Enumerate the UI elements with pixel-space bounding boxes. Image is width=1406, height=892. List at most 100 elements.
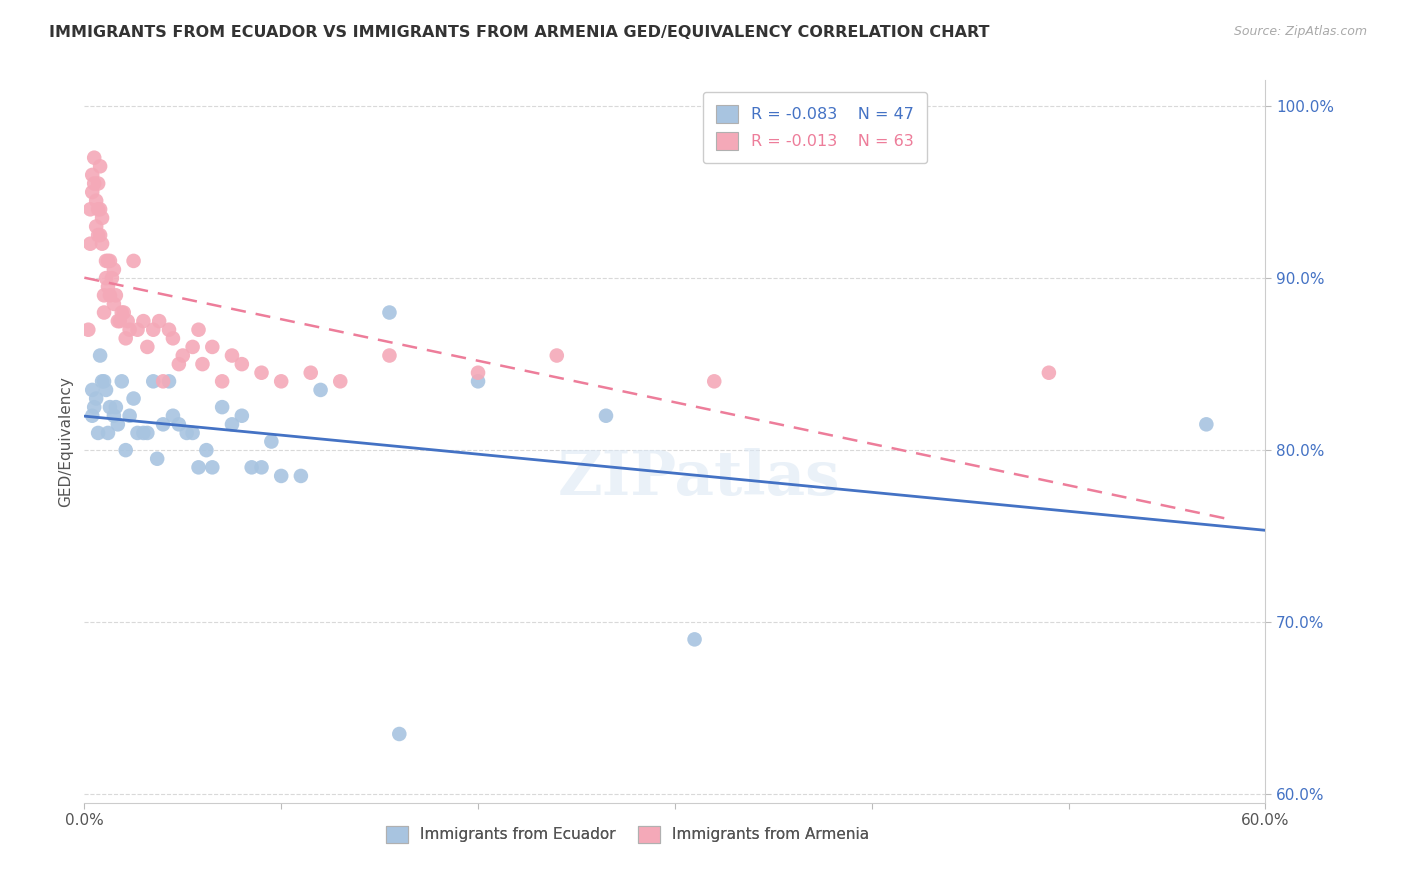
Point: [201, 460, 224, 475]
Point: [329, 375, 352, 389]
Point: [1195, 417, 1218, 432]
Point: [104, 400, 127, 414]
Point: [83, 400, 105, 414]
Point: [97, 253, 120, 268]
Point: [309, 383, 332, 397]
Point: [98, 400, 121, 414]
Point: [136, 425, 159, 440]
Point: [108, 314, 131, 328]
Point: [103, 262, 125, 277]
Point: [103, 297, 125, 311]
Point: [114, 443, 136, 458]
Text: Source: ZipAtlas.com: Source: ZipAtlas.com: [1233, 25, 1367, 38]
Point: [231, 409, 253, 423]
Point: [122, 392, 145, 406]
Point: [87, 177, 110, 191]
Point: [103, 409, 125, 423]
Point: [87, 202, 110, 217]
Point: [157, 323, 180, 337]
Y-axis label: GED/Equivalency: GED/Equivalency: [58, 376, 73, 507]
Point: [290, 469, 312, 483]
Point: [148, 314, 170, 328]
Point: [260, 434, 283, 449]
Point: [94, 253, 117, 268]
Point: [98, 288, 121, 302]
Point: [117, 314, 139, 328]
Point: [1038, 366, 1060, 380]
Point: [89, 159, 111, 173]
Point: [270, 469, 292, 483]
Point: [82, 409, 104, 423]
Point: [118, 323, 141, 337]
Point: [111, 375, 134, 389]
Point: [191, 357, 214, 371]
Point: [152, 375, 174, 389]
Point: [240, 460, 263, 475]
Point: [112, 305, 135, 319]
Point: [83, 151, 105, 165]
Point: [107, 314, 129, 328]
Point: [89, 228, 111, 243]
Point: [250, 366, 273, 380]
Point: [201, 340, 224, 354]
Point: [270, 375, 292, 389]
Point: [172, 349, 194, 363]
Point: [89, 349, 111, 363]
Point: [83, 177, 105, 191]
Point: [162, 331, 184, 345]
Point: [152, 417, 174, 432]
Point: [157, 375, 180, 389]
Point: [91, 211, 114, 225]
Point: [146, 451, 169, 466]
Point: [187, 460, 209, 475]
Point: [195, 443, 218, 458]
Point: [79, 236, 101, 251]
Point: [162, 409, 184, 423]
Point: [132, 314, 155, 328]
Point: [683, 632, 706, 647]
Point: [378, 305, 401, 319]
Point: [167, 417, 190, 432]
Point: [231, 357, 253, 371]
Point: [101, 271, 124, 285]
Point: [467, 366, 489, 380]
Point: [82, 383, 104, 397]
Point: [546, 349, 568, 363]
Point: [84, 194, 107, 208]
Point: [167, 357, 190, 371]
Text: IMMIGRANTS FROM ECUADOR VS IMMIGRANTS FROM ARMENIA GED/EQUIVALENCY CORRELATION C: IMMIGRANTS FROM ECUADOR VS IMMIGRANTS FR…: [49, 25, 990, 40]
Point: [703, 375, 725, 389]
Point: [122, 253, 145, 268]
Point: [388, 727, 411, 741]
Point: [84, 392, 107, 406]
Point: [181, 425, 204, 440]
Point: [378, 349, 401, 363]
Point: [114, 331, 136, 345]
Point: [211, 400, 233, 414]
Point: [176, 425, 198, 440]
Point: [142, 375, 165, 389]
Point: [93, 305, 115, 319]
Point: [107, 417, 129, 432]
Point: [89, 202, 111, 217]
Point: [118, 409, 141, 423]
Point: [87, 228, 110, 243]
Point: [250, 460, 273, 475]
Point: [93, 288, 115, 302]
Point: [77, 323, 100, 337]
Point: [91, 375, 114, 389]
Point: [467, 375, 489, 389]
Legend: Immigrants from Ecuador, Immigrants from Armenia: Immigrants from Ecuador, Immigrants from…: [380, 820, 875, 849]
Point: [93, 375, 115, 389]
Point: [82, 168, 104, 182]
Point: [87, 425, 110, 440]
Point: [221, 417, 243, 432]
Point: [79, 202, 101, 217]
Point: [82, 185, 104, 199]
Point: [97, 425, 120, 440]
Point: [221, 349, 243, 363]
Point: [299, 366, 322, 380]
Point: [127, 323, 149, 337]
Point: [98, 253, 121, 268]
Point: [595, 409, 617, 423]
